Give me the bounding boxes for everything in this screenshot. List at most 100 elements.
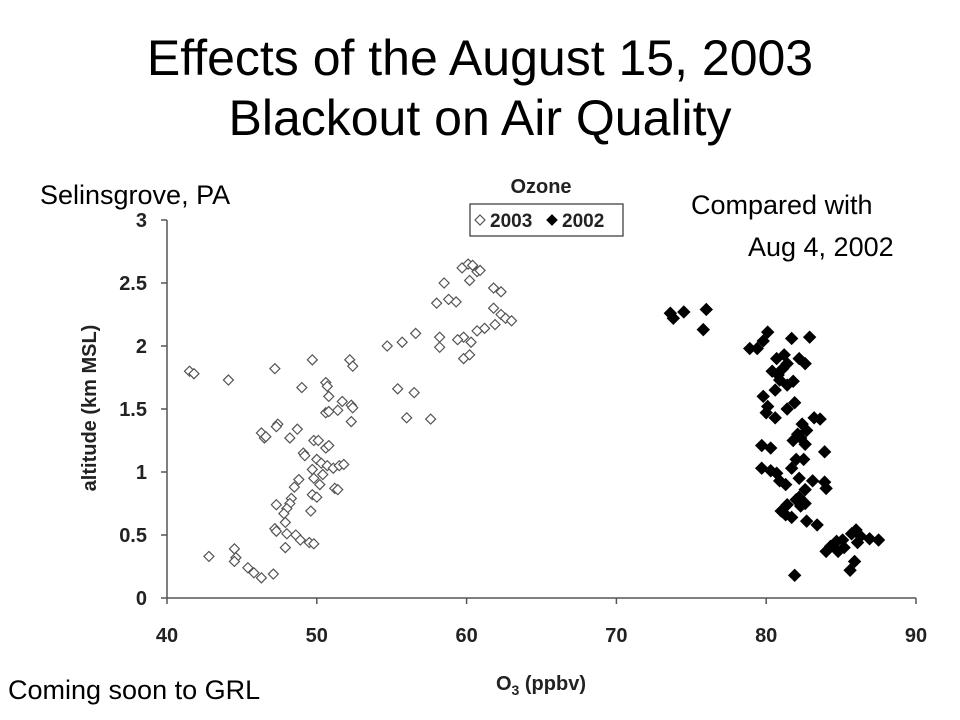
point-2002 [871,533,886,547]
chart-points [183,258,886,584]
point-2003 [345,415,358,428]
point-2002 [792,471,806,486]
point-2002 [759,406,773,420]
point-2002 [760,325,775,339]
point-2002 [677,305,691,319]
point-2003 [346,360,359,373]
point-2003 [228,543,241,555]
point-2003 [487,282,500,294]
chart-title: Ozone [510,176,571,198]
point-2003 [280,527,293,540]
point-2002 [819,481,833,496]
point-2002 [799,423,814,438]
point-2003 [463,274,476,287]
point-2003 [346,401,359,414]
location-note: Selinsgrove, PA [40,180,231,210]
point-2003 [270,498,283,511]
point-2002 [862,532,877,546]
point-2003 [298,449,311,462]
point-2003 [306,354,319,366]
chart-legend: 2003 2002 [469,203,624,237]
x-tick-label: 90 [905,625,927,647]
point-2003 [430,297,443,310]
point-2003 [463,348,476,361]
point-2002 [750,341,764,356]
point-2003 [292,473,305,486]
y-tick-label: 1 [136,462,147,484]
point-2002 [768,383,782,397]
point-2003 [433,331,446,344]
point-2002 [787,568,802,583]
point-2003 [322,390,335,403]
point-2002 [784,331,799,346]
point-2002 [843,563,857,577]
comparison-note-line-2: Aug 4, 2002 [748,232,894,262]
point-2002 [799,514,814,528]
point-2003 [313,478,326,491]
point-2002 [780,402,794,416]
point-2003 [381,340,394,352]
point-2003 [255,571,268,584]
point-2003 [336,395,349,408]
x-axis-label: O3 (ppbv) [496,673,586,698]
point-2003 [331,404,344,417]
point-2003 [400,411,413,424]
point-2002 [813,412,827,426]
point-2003 [279,516,292,529]
point-2003 [474,264,486,277]
point-2002 [810,518,824,532]
point-2003 [228,555,241,568]
point-2002 [775,361,790,376]
point-2003 [291,423,304,436]
x-tick-label: 40 [156,625,178,647]
point-2002 [756,334,770,348]
legend-label-2002: 2002 [562,211,604,232]
point-2002 [784,510,799,525]
point-2003 [279,541,292,554]
legend-marker-2002 [546,214,558,226]
point-2003 [438,277,450,289]
point-2003 [489,318,501,331]
point-2003 [451,333,464,346]
point-2003 [331,483,344,496]
point-2003 [222,374,235,386]
title-line-1: Effects of the August 15, 2003 [146,30,814,86]
point-2003 [304,505,317,517]
chart-axes: 40 50 60 70 80 90 0 0.5 1 1.5 2 2.5 3 [119,210,927,647]
y-tick-label: 2 [136,336,147,358]
point-2002 [850,535,865,550]
point-2002 [784,461,799,475]
point-2002 [837,540,851,555]
x-tick-label: 50 [306,625,328,647]
point-2003 [471,325,483,337]
point-2003 [391,382,404,395]
point-2003 [312,434,325,447]
point-2002 [819,544,833,559]
x-tick-label: 80 [755,625,777,647]
point-2002 [666,311,681,325]
y-tick-label: 0 [136,588,147,610]
point-2002 [786,374,800,388]
point-2003 [294,534,307,546]
point-2003 [337,458,350,471]
point-2003 [409,327,422,340]
title-line-2: Blackout on Air Quality [228,90,732,146]
point-2003 [307,537,320,550]
point-2003 [321,380,334,393]
point-2002 [778,477,793,492]
point-2002 [787,395,802,410]
point-2003 [270,420,283,433]
point-2002 [798,437,812,451]
point-2002 [798,482,812,497]
comparison-note-line-1: Compared with [691,190,873,220]
y-tick-label: 1.5 [119,399,147,421]
point-2003 [270,525,283,538]
point-2003 [322,439,335,452]
point-2003 [322,405,335,418]
point-2003 [408,386,421,399]
point-2003 [310,491,323,504]
point-2002 [817,445,832,459]
point-2003 [487,302,500,315]
point-2002 [793,499,808,513]
x-tick-label: 70 [605,625,627,647]
